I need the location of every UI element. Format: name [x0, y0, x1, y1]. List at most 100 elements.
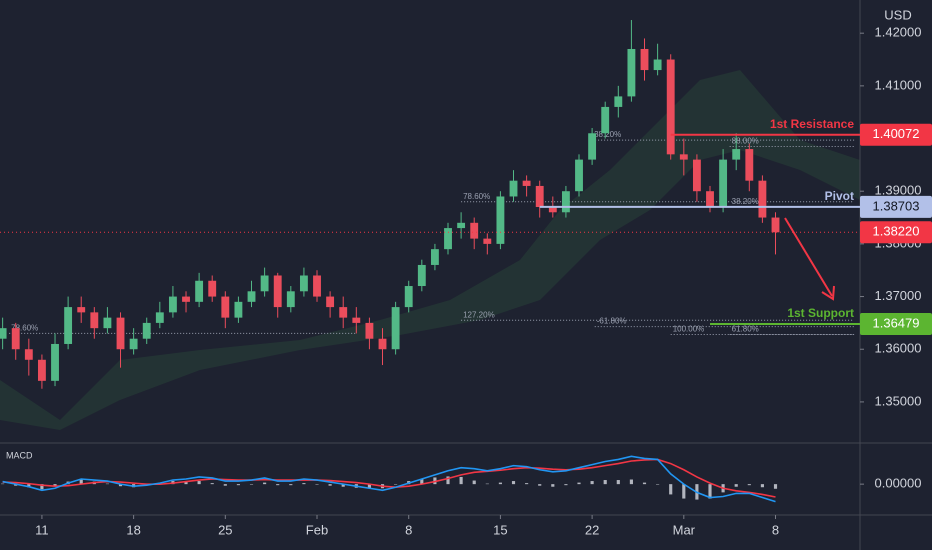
candle-body	[182, 296, 190, 302]
candle-body	[221, 296, 230, 318]
candle-body	[535, 185, 544, 208]
candle-body	[522, 180, 531, 186]
macd-hist	[210, 483, 214, 485]
macd-hist	[498, 482, 502, 485]
candle-body	[444, 228, 452, 250]
macd-hist	[525, 483, 529, 485]
price-tag	[860, 195, 932, 218]
candle-body	[286, 291, 295, 308]
candle-body	[0, 328, 7, 339]
fib-label: 127.20%	[463, 310, 495, 319]
candle-body	[195, 280, 204, 302]
macd-hist	[394, 484, 398, 485]
x-tick-label: 8	[772, 522, 779, 537]
candle-body	[719, 159, 728, 208]
cloud	[0, 70, 860, 430]
candle-body	[64, 307, 73, 344]
candle-body	[771, 217, 780, 233]
x-tick-label: 25	[218, 522, 232, 537]
macd-macd-line	[2, 455, 776, 503]
y-tick-label: 1.35000	[875, 393, 922, 408]
candle-body	[457, 222, 466, 229]
fib-label: 100.00%	[673, 325, 705, 334]
candle-body	[575, 159, 583, 192]
candle-body	[470, 222, 479, 239]
macd-hist	[656, 484, 660, 485]
macd-hist	[747, 484, 751, 486]
currency: USD	[884, 7, 911, 22]
price-tag-label: 1.38703	[873, 198, 920, 213]
candle-body	[614, 96, 623, 107]
candle-body	[168, 296, 177, 313]
candle-body	[208, 280, 217, 297]
y-tick-label: 1.42000	[875, 25, 922, 40]
candle-body	[561, 191, 570, 213]
candle-body	[548, 207, 557, 213]
macd-hist	[773, 484, 778, 489]
macd-hist	[459, 476, 463, 485]
macd-hist	[577, 482, 581, 485]
candle-body	[430, 249, 439, 265]
macd-signal-line	[2, 458, 776, 498]
price-tag-label: 1.40072	[873, 126, 920, 141]
macd-hist	[538, 484, 542, 486]
macd-hist	[734, 484, 738, 487]
macd-hist	[27, 484, 31, 488]
candle-body	[509, 180, 518, 197]
candle-body	[90, 312, 99, 329]
candle-body	[77, 307, 86, 313]
candle-body	[404, 286, 413, 308]
forecast-arrow	[784, 217, 835, 301]
macd-hist	[105, 483, 109, 485]
macd-hist	[276, 484, 280, 486]
level-name: Pivot	[825, 189, 854, 203]
candle-body	[732, 149, 741, 160]
y-tick-label: 1.39000	[875, 183, 922, 198]
macd-hist	[1, 483, 5, 485]
candle-body	[129, 338, 138, 350]
macd-hist	[472, 480, 476, 485]
macd-hist	[263, 482, 267, 485]
y-tick-label: 1.36000	[875, 341, 922, 356]
macd-hist	[118, 484, 123, 487]
macd-hist	[708, 484, 712, 499]
price-tag	[860, 221, 932, 244]
candle-body	[692, 159, 701, 192]
y-tick-label: 1.41000	[875, 77, 922, 92]
macd-hist	[642, 482, 647, 485]
candle-body	[627, 48, 636, 97]
candle-body	[706, 191, 714, 208]
macd-hist	[446, 476, 450, 485]
candle-body	[391, 307, 400, 350]
candle-body	[299, 275, 308, 292]
candle-body	[365, 322, 374, 339]
candle-body	[260, 275, 269, 292]
candle-body	[273, 275, 282, 308]
macd-hist	[669, 484, 673, 495]
x-tick-label: 15	[493, 522, 507, 537]
macd-hist	[616, 480, 620, 485]
macd-hist	[289, 484, 293, 486]
candle-body	[313, 275, 321, 297]
candle-body	[601, 106, 610, 134]
price-tag	[860, 313, 932, 336]
candle-body	[234, 301, 243, 318]
macd-hist	[79, 479, 83, 485]
candle-body	[37, 359, 46, 381]
candle-body	[11, 328, 20, 350]
fib-label: 78.60%	[463, 192, 490, 201]
level-name: 1st Support	[787, 306, 854, 320]
candle-body	[653, 59, 662, 71]
candle-body	[417, 264, 426, 287]
level-name: 1st Resistance	[770, 117, 854, 131]
x-tick-label: 11	[35, 522, 49, 537]
price-tag	[860, 123, 932, 146]
x-tick-label: Mar	[673, 522, 696, 537]
macd-hist	[249, 484, 254, 485]
macd-hist	[485, 483, 489, 485]
macd-hist	[367, 484, 371, 489]
macd-title: MACD	[6, 450, 33, 460]
macd-hist	[511, 481, 516, 485]
candle-body	[116, 317, 125, 350]
macd-hist	[315, 484, 319, 485]
